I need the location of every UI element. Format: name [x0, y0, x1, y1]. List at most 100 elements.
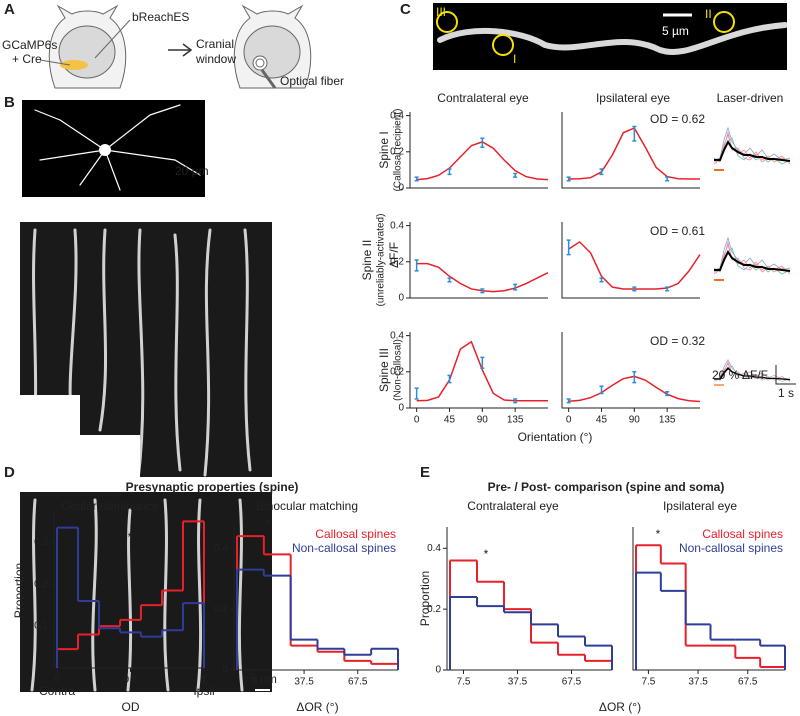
label: Optical fiber: [280, 74, 344, 88]
x-tick-label: 90: [629, 415, 641, 426]
row-note: (unreliably-activated): [376, 214, 387, 307]
axis: [53, 513, 204, 669]
x-end-label: Ipsil: [193, 684, 214, 698]
fit-line: [568, 240, 701, 290]
scale-label: 5 µm: [662, 24, 689, 38]
error-bar: [513, 172, 518, 178]
chart-title: Ipsilateral eye: [663, 499, 737, 513]
y-tick-label: 0.2: [427, 604, 441, 615]
error-bar: [414, 176, 419, 182]
error-bar: [447, 374, 452, 384]
scale-label: 5 µm: [250, 672, 277, 686]
axis: [561, 112, 700, 189]
spine-id: III: [436, 5, 446, 19]
section-title: Pre- / Post- comparison (spine and soma): [488, 480, 725, 494]
od-label: OD = 0.62: [650, 112, 705, 126]
error-bar: [513, 283, 518, 291]
spine-id: II: [705, 7, 712, 21]
od-label: OD = 0.32: [650, 334, 705, 348]
panel-label: B: [4, 94, 15, 111]
column-header: Contralateral eye: [437, 91, 529, 105]
y-tick-label: 0.2: [390, 146, 404, 157]
spine-id: I: [513, 52, 516, 66]
legend-entry: Non-callosal spines: [292, 541, 396, 555]
legend-entry: Callosal spines: [315, 527, 396, 541]
error-bar: [566, 239, 571, 256]
x-tick-label: 67.5: [562, 677, 582, 688]
y-tick-label: 0.4: [390, 220, 404, 231]
panel-label: C: [400, 1, 411, 18]
error-bar: [480, 356, 485, 369]
y-tick-label: 0: [435, 665, 441, 676]
scale-label: 20 % ΔF/F: [712, 368, 768, 382]
error-bar: [632, 125, 637, 142]
error-bar: [566, 398, 571, 404]
x-tick-label: 135: [507, 415, 524, 426]
error-bar: [566, 176, 571, 182]
label: + Cre: [12, 52, 42, 66]
error-bar: [480, 288, 485, 294]
error-bar: [665, 176, 670, 182]
axis: [409, 332, 548, 409]
column-header: Ipsilateral eye: [596, 91, 670, 105]
y-tick-label: 0.1: [34, 621, 48, 632]
x-tick-label: 0: [566, 415, 572, 426]
panel-label: D: [4, 464, 15, 481]
error-bar: [599, 168, 604, 176]
row-label: Spine II: [360, 240, 374, 281]
row-note: (Non-callosal): [393, 339, 404, 401]
legend-entry: Callosal spines: [702, 527, 783, 541]
y-tick-label: 0.2: [34, 579, 48, 590]
y-axis-label: Proportion: [12, 563, 26, 618]
x-tick-label: 7.5: [641, 677, 655, 688]
error-bar: [480, 137, 485, 149]
micrograph-soma: [22, 100, 205, 197]
y-tick-label: 0.2: [390, 256, 404, 267]
x-tick-label: 45: [596, 415, 608, 426]
x-tick-label: 37.5: [508, 677, 528, 688]
error-bar: [599, 277, 604, 283]
panel-label: A: [4, 1, 15, 18]
annotation: *: [266, 517, 271, 531]
legend-entry: Non-callosal spines: [679, 541, 783, 555]
error-bar: [665, 390, 670, 397]
label: window: [195, 52, 236, 66]
fit-line: [416, 340, 548, 402]
micrograph-spines: [433, 3, 788, 70]
error-bar: [632, 371, 637, 384]
label: GCaMP6s: [2, 38, 57, 52]
y-axis-label: ΔF/F: [387, 242, 401, 268]
y-tick-label: 0.4: [390, 110, 404, 121]
error-bar: [632, 286, 637, 292]
od-label: OD = 0.61: [650, 224, 705, 238]
error-bar: [447, 168, 452, 176]
x-axis-label: ΔOR (°): [296, 700, 338, 714]
annotation: *: [484, 547, 489, 561]
x-tick-label: 135: [659, 415, 676, 426]
y-tick-label: 0: [398, 293, 404, 304]
label: Cranial: [196, 37, 234, 51]
row-label: Spine I: [377, 131, 391, 168]
axis: [561, 222, 700, 299]
y-tick-label: 0.2: [390, 366, 404, 377]
y-tick-label: 0: [398, 183, 404, 194]
panel-label: E: [420, 464, 430, 481]
axis: [446, 527, 612, 671]
error-bar: [414, 259, 419, 272]
scale-label: 20 µm: [175, 164, 209, 178]
error-bar: [447, 277, 452, 283]
chart-title: Ocular dominance: [61, 499, 159, 513]
y-tick-label: 0.4: [390, 330, 404, 341]
scale-label: 1 s: [778, 386, 794, 400]
x-tick-label: 37.5: [294, 677, 314, 688]
label: bReachES: [132, 10, 189, 24]
error-bar: [513, 398, 518, 404]
x-axis-label: ΔOR (°): [599, 700, 641, 714]
column-header: Laser-driven: [717, 91, 784, 105]
x-tick-label: 90: [477, 415, 489, 426]
y-tick-label: 0: [398, 403, 404, 414]
error-bar: [414, 387, 419, 400]
section-title: Presynaptic properties (spine): [126, 480, 299, 494]
mouse-schematic: [39, 4, 312, 89]
